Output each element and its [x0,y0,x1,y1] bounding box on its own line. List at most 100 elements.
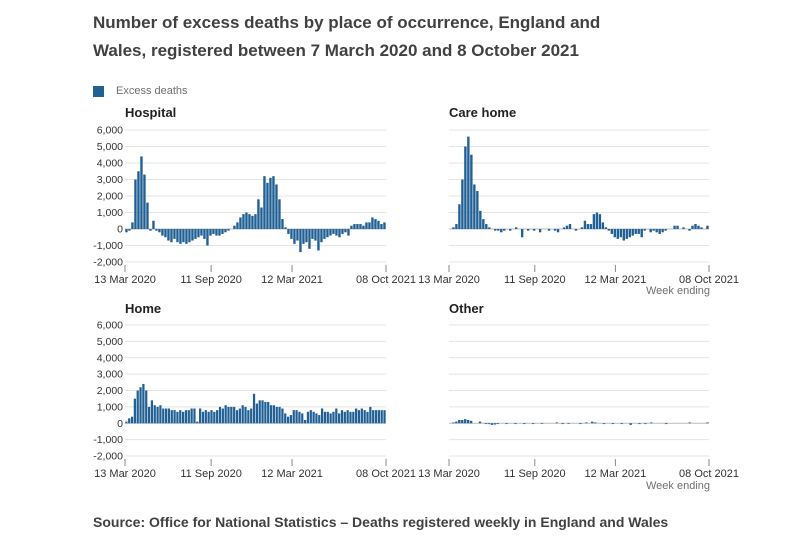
bar [264,401,267,424]
bar [210,410,213,424]
bar [187,410,190,424]
bar [532,229,536,231]
bar [349,411,352,424]
bar [372,410,375,424]
bar [281,408,284,424]
bar [204,410,207,424]
bar [470,154,473,229]
bar [267,401,270,424]
bar [452,422,455,424]
y-tick-label: 5,000 [97,141,123,153]
bar [296,229,299,241]
panel-title: Care home [449,105,516,120]
bar [326,229,329,238]
bar [308,229,311,249]
bar [170,410,173,424]
bar [619,229,622,238]
bar [650,422,653,424]
y-tick-label: 3,000 [97,174,123,186]
bar [561,423,564,425]
x-tick-label: 12 Mar 2021 [261,468,323,480]
bar [604,227,608,229]
bar [216,410,219,424]
bar [292,410,295,424]
bar [673,225,676,229]
bar [452,227,455,229]
bar [357,410,361,424]
bar [473,184,476,229]
bar [629,423,632,425]
bar [150,400,154,424]
x-tick-label: 08 Oct 2021 [356,274,416,286]
bar [239,217,242,229]
bar [490,423,493,425]
bar [318,415,321,424]
bar [221,229,224,234]
bar [305,229,308,243]
bar [344,229,347,233]
legend: Excess deaths [93,84,188,98]
bar [181,411,185,424]
bar [503,229,506,231]
bar [620,423,623,425]
bar [579,423,582,425]
bar [688,229,691,231]
bar [353,224,356,229]
bar [312,411,315,424]
bar [323,229,326,239]
bar [461,179,464,229]
bar [128,418,131,424]
bar [213,411,216,424]
x-tick-label: 13 Mar 2020 [94,468,156,480]
bar [540,423,544,424]
bar [194,229,197,239]
bar [514,423,517,425]
bar [479,210,482,229]
bar [383,410,386,424]
bar [526,229,530,231]
bar [248,214,251,229]
bar [368,222,371,229]
bar [631,229,634,236]
bar [238,408,241,424]
bar [335,408,338,424]
bar [455,421,458,424]
bar [233,225,236,229]
bar [356,224,359,229]
bar [275,406,278,424]
bar [272,405,276,424]
bar [275,184,278,229]
bar [263,176,266,229]
bar [201,411,205,424]
bar [295,410,298,424]
bar [359,224,362,229]
bar [598,214,602,229]
bar [602,423,606,425]
bar [257,199,260,229]
bar [143,174,146,229]
bar [326,411,329,424]
bar [284,413,287,424]
bar [611,423,615,425]
bar [547,229,551,231]
bar [664,229,667,231]
bar [377,220,380,229]
bar [145,390,148,424]
y-tick-label: 4,000 [97,158,123,170]
bar [299,229,302,253]
bar [125,229,128,233]
bar [235,410,239,424]
bar [218,406,222,424]
bar [664,423,668,425]
legend-swatch [93,85,104,97]
y-tick-label: 0 [117,224,123,236]
bar [315,413,318,424]
bar [227,406,230,424]
bar [301,413,304,424]
x-tick-label: 13 Mar 2020 [418,468,480,480]
bar [338,229,341,238]
bar [164,229,167,238]
bar [128,229,131,231]
bar [568,224,572,229]
